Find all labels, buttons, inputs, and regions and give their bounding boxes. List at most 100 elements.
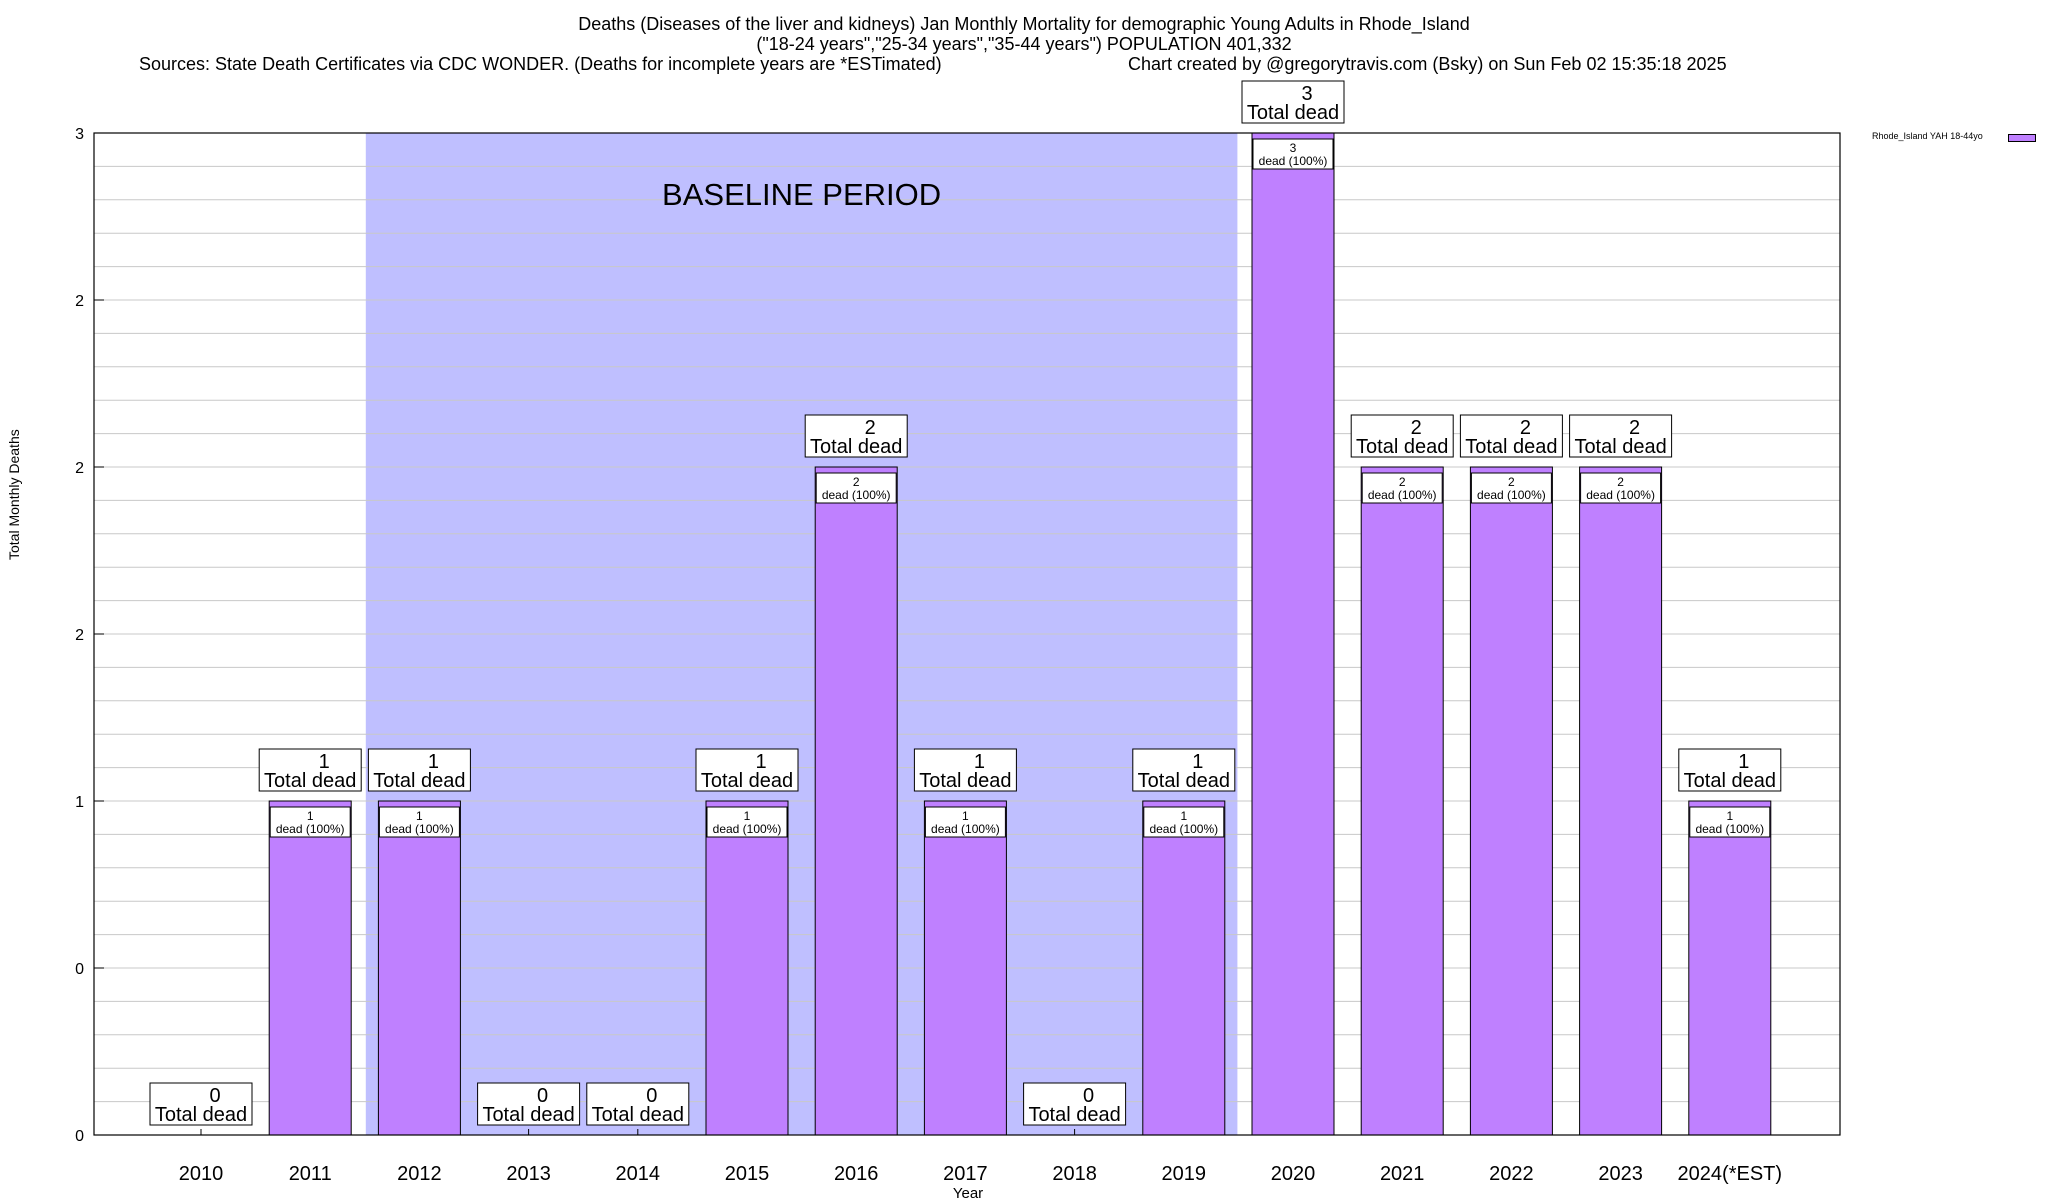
inner-label-text: dead (100%)	[822, 488, 891, 502]
total-label-text: Total dead	[1465, 436, 1557, 458]
total-label-box	[258, 748, 362, 792]
total-label-box	[1241, 80, 1345, 124]
total-label-value: 3	[1301, 83, 1312, 105]
total-label-box	[149, 1082, 253, 1126]
total-label-value: 2	[1629, 417, 1640, 439]
total-label-value: 0	[209, 1085, 220, 1107]
inner-label-value: 2	[1399, 475, 1406, 489]
x-tick-label: 2019	[1162, 1163, 1207, 1185]
inner-label-text: dead (100%)	[1368, 488, 1437, 502]
inner-label-text: dead (100%)	[385, 822, 454, 836]
total-label-box	[1023, 1082, 1127, 1126]
inner-label-value: 2	[1508, 475, 1515, 489]
chart-subtitle: ("18-24 years","25-34 years","35-44 year…	[756, 34, 1292, 54]
y-tick-label: 2	[75, 627, 84, 644]
total-label-text: Total dead	[1247, 102, 1339, 124]
inner-label-box	[924, 806, 1006, 838]
chart-title: Deaths (Diseases of the liver and kidney…	[578, 14, 1470, 34]
x-tick-label: 2020	[1271, 1163, 1316, 1185]
inner-label-value: 1	[1726, 809, 1733, 823]
x-tick-label: 2022	[1489, 1163, 1534, 1185]
inner-label-text: dead (100%)	[1477, 488, 1546, 502]
total-label-box	[1569, 414, 1673, 458]
total-label-text: Total dead	[592, 1104, 684, 1126]
x-tick-label: 2013	[506, 1163, 551, 1185]
total-label-box	[367, 748, 471, 792]
total-label-value: 1	[1738, 751, 1749, 773]
x-tick-label: 2018	[1052, 1163, 1097, 1185]
total-label-text: Total dead	[1356, 436, 1448, 458]
total-label-value: 2	[1520, 417, 1531, 439]
bar	[1579, 466, 1663, 1136]
inner-label-text: dead (100%)	[1586, 488, 1655, 502]
y-tick-label: 2	[75, 293, 84, 310]
bar	[1469, 466, 1553, 1136]
total-label-value: 1	[428, 751, 439, 773]
legend-swatch	[2008, 134, 2036, 142]
total-label-text: Total dead	[1028, 1104, 1120, 1126]
total-label-value: 0	[1083, 1085, 1094, 1107]
inner-label-box	[1689, 806, 1771, 838]
total-label-box	[1459, 414, 1563, 458]
x-tick-label: 2015	[725, 1163, 770, 1185]
bar	[1251, 132, 1335, 1136]
inner-label-text: dead (100%)	[1259, 154, 1328, 168]
total-label-value: 2	[865, 417, 876, 439]
total-label-box	[1132, 748, 1236, 792]
inner-label-text: dead (100%)	[1695, 822, 1764, 836]
total-label-box	[586, 1082, 690, 1126]
total-label-value: 2	[1411, 417, 1422, 439]
bar	[268, 800, 352, 1136]
inner-label-box	[269, 806, 351, 838]
inner-label-box	[1470, 472, 1552, 504]
legend-label: Rhode_Island YAH 18-44yo	[1872, 131, 1983, 141]
total-label-box	[913, 748, 1017, 792]
inner-label-box	[1143, 806, 1225, 838]
x-tick-label: 2010	[179, 1163, 224, 1185]
total-label-box	[695, 748, 799, 792]
total-label-text: Total dead	[1138, 770, 1230, 792]
total-label-value: 0	[537, 1085, 548, 1107]
inner-label-box	[1361, 472, 1443, 504]
x-axis-label: Year	[953, 1185, 983, 1200]
total-label-text: Total dead	[701, 770, 793, 792]
inner-label-value: 1	[416, 809, 423, 823]
bar	[923, 800, 1007, 1136]
inner-label-box	[378, 806, 460, 838]
x-tick-label: 2012	[397, 1163, 442, 1185]
total-label-text: Total dead	[919, 770, 1011, 792]
inner-label-text: dead (100%)	[276, 822, 345, 836]
total-label-value: 1	[974, 751, 985, 773]
total-label-box	[804, 414, 908, 458]
total-label-value: 0	[646, 1085, 657, 1107]
total-label-text: Total dead	[482, 1104, 574, 1126]
total-label-value: 1	[319, 751, 330, 773]
x-tick-label: 2017	[943, 1163, 988, 1185]
bar	[377, 800, 461, 1136]
total-label-value: 1	[755, 751, 766, 773]
inner-label-value: 1	[744, 809, 751, 823]
total-label-text: Total dead	[373, 770, 465, 792]
inner-label-value: 1	[962, 809, 969, 823]
total-label-text: Total dead	[810, 436, 902, 458]
total-label-value: 1	[1192, 751, 1203, 773]
plot-frame	[93, 132, 1841, 1136]
inner-label-value: 1	[307, 809, 314, 823]
y-tick-label: 3	[75, 126, 84, 143]
total-label-text: Total dead	[264, 770, 356, 792]
x-tick-label: 2014	[616, 1163, 661, 1185]
total-label-text: Total dead	[1574, 436, 1666, 458]
inner-label-box	[706, 806, 788, 838]
y-tick-label: 0	[75, 1128, 84, 1145]
x-tick-label: 2024(*EST)	[1678, 1163, 1783, 1185]
inner-label-value: 3	[1290, 141, 1297, 155]
inner-label-value: 2	[853, 475, 860, 489]
chart-credit: Chart created by @gregorytravis.com (Bsk…	[1128, 54, 1727, 74]
inner-label-value: 2	[1617, 475, 1624, 489]
x-tick-label: 2016	[834, 1163, 879, 1185]
bar	[1360, 466, 1444, 1136]
inner-label-box	[1580, 472, 1662, 504]
total-label-box	[477, 1082, 581, 1126]
x-tick-label: 2021	[1380, 1163, 1425, 1185]
